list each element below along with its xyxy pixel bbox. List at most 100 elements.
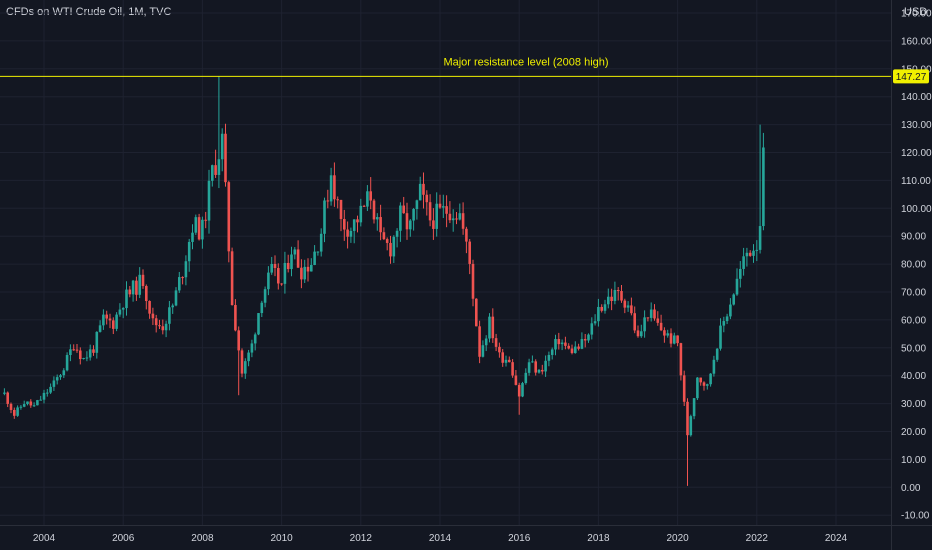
candle-down: [369, 191, 372, 201]
candle-down: [234, 305, 237, 331]
candle-down: [511, 362, 514, 376]
candle-down: [633, 313, 636, 331]
candle-down: [686, 401, 689, 436]
candle-up: [587, 334, 590, 341]
candle-up: [260, 302, 264, 314]
candle-down: [181, 277, 184, 279]
candle-up: [603, 304, 607, 311]
price-tick-label: 70.00: [901, 288, 926, 299]
price-tick-label: 100.00: [901, 204, 932, 215]
candle-up: [692, 398, 696, 417]
candle-down: [478, 326, 481, 357]
candle-up: [715, 348, 719, 360]
resistance-group[interactable]: Major resistance level (2008 high): [0, 56, 891, 77]
candle-up: [352, 219, 356, 231]
price-tick-label: 160.00: [901, 36, 932, 47]
candle-up: [194, 217, 198, 233]
price-axis[interactable]: -10.00 0.00 10.00 20.00 30.00 40.00 50.00 60.00…: [901, 9, 932, 522]
candle-up: [484, 338, 488, 346]
candle-down: [567, 345, 570, 349]
candle-down: [300, 267, 303, 280]
candle-down: [128, 289, 132, 295]
price-tick-label: 50.00: [901, 343, 926, 354]
candle-up: [95, 331, 99, 353]
candle-up: [531, 361, 534, 363]
time-tick-label: 2014: [429, 533, 452, 544]
candle-up: [316, 251, 320, 253]
candle-up: [118, 309, 122, 315]
candle-up: [418, 183, 422, 201]
candle-up: [88, 349, 92, 358]
candle-up: [191, 232, 194, 242]
candle-up: [263, 289, 267, 303]
candle-up: [415, 200, 419, 209]
candle-down: [277, 268, 280, 284]
candle-down: [514, 375, 518, 385]
candle-up: [55, 377, 59, 381]
candle-up: [290, 254, 293, 270]
candle-down: [491, 316, 495, 339]
candle-up: [303, 266, 306, 280]
time-tick-label: 2024: [825, 533, 848, 544]
candle-up: [310, 264, 313, 272]
candle-down: [583, 339, 587, 341]
candle-up: [323, 200, 326, 234]
candle-down: [154, 318, 158, 326]
candle-down: [135, 280, 138, 295]
candle-up: [319, 233, 323, 252]
candle-up: [673, 335, 676, 344]
time-tick-label: 2020: [666, 533, 689, 544]
candle-down: [600, 306, 603, 311]
candle-down: [336, 199, 339, 201]
candle-down: [620, 291, 623, 301]
candle-down: [79, 350, 82, 360]
candle-down: [148, 301, 151, 314]
candle-down: [564, 342, 567, 346]
candle-up: [376, 217, 379, 220]
candle-down: [151, 313, 155, 319]
currency-label[interactable]: USD: [904, 6, 928, 18]
candle-down: [461, 213, 465, 229]
price-tick-label: 80.00: [901, 260, 926, 271]
candle-down: [326, 200, 330, 202]
candle-up: [537, 369, 541, 373]
candle-up: [85, 357, 89, 359]
candle-up: [244, 361, 247, 374]
candle-up: [174, 290, 178, 306]
candle-down: [494, 338, 498, 347]
price-tick-label: 20.00: [901, 427, 926, 438]
candle-up: [168, 307, 171, 324]
candle-down: [306, 266, 310, 272]
candle-down: [455, 218, 458, 220]
candle-up: [19, 406, 23, 408]
candle-down: [356, 219, 359, 223]
candle-up: [131, 280, 135, 295]
candle-down: [280, 283, 283, 285]
candle-up: [712, 359, 716, 374]
price-tag: 147.27: [893, 69, 929, 84]
candle-down: [475, 298, 478, 327]
candle-up: [613, 290, 617, 301]
time-tick-label: 2010: [270, 533, 293, 544]
candle-up: [409, 220, 412, 230]
candle-up: [247, 352, 250, 362]
time-tick-label: 2016: [508, 533, 531, 544]
candle-up: [32, 405, 36, 407]
candle-down: [273, 263, 277, 269]
candle-down: [438, 203, 442, 208]
candle-down: [6, 392, 9, 404]
candle-up: [739, 268, 742, 279]
candle-down: [75, 349, 79, 351]
candle-down: [240, 350, 244, 374]
candle-down: [557, 339, 561, 345]
candle-down: [13, 409, 16, 416]
candle-down: [286, 262, 290, 270]
candle-up: [184, 261, 188, 278]
candle-up: [98, 325, 102, 332]
candle-down: [9, 403, 13, 410]
candle-down: [224, 133, 227, 183]
time-axis[interactable]: 2004 2006 2008 2010 2012 2014 2016 2018 2020 2022…: [33, 533, 848, 544]
candle-down: [636, 330, 640, 337]
candle-up: [257, 313, 260, 335]
